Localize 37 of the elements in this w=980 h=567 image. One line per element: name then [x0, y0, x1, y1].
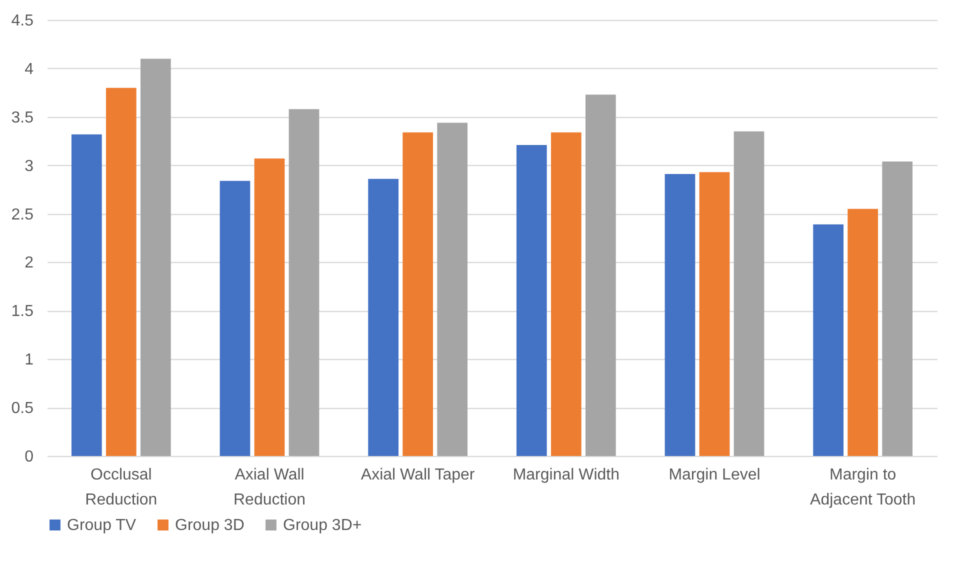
- legend-label: Group 3D+: [283, 517, 362, 534]
- bar: [699, 172, 730, 456]
- bar: [437, 122, 468, 456]
- bar: [813, 224, 844, 456]
- bar: [106, 88, 136, 456]
- x-tick-label: Marginal Width: [512, 466, 620, 484]
- bar: [368, 178, 399, 456]
- bar: [516, 144, 547, 456]
- bar: [254, 158, 285, 456]
- bar: [664, 174, 696, 456]
- bar: [734, 131, 764, 456]
- bar: [550, 132, 582, 456]
- legend-label: Group 3D: [175, 517, 244, 534]
- y-tick-label: 1: [24, 352, 34, 369]
- y-tick-label: 0: [24, 448, 34, 466]
- y-tick-label: 2: [24, 254, 34, 272]
- bar: [140, 58, 171, 456]
- y-tick-label: 4: [24, 60, 34, 78]
- bar: [220, 180, 250, 456]
- legend-label: Group TV: [67, 517, 136, 534]
- x-tick-label: Margin Level: [668, 466, 760, 484]
- bar: [402, 132, 434, 456]
- y-tick-label: 4.5: [11, 12, 34, 30]
- bar: [882, 161, 913, 456]
- bar: [71, 134, 102, 456]
- x-tick-label: Axial Wall Reduction: [233, 466, 306, 508]
- y-tick-label: 3: [24, 158, 34, 175]
- y-tick-label: 0.5: [11, 400, 34, 418]
- y-tick-label: 3.5: [11, 109, 34, 126]
- x-tick-label: Occlusal Reduction: [85, 466, 158, 508]
- y-tick-label: 2.5: [11, 206, 34, 224]
- bar: [848, 208, 878, 456]
- x-tick-label: Margin to Adjacent Tooth: [810, 466, 916, 508]
- x-tick-label: Axial Wall Taper: [360, 466, 476, 484]
- y-tick-label: 1.5: [11, 303, 34, 320]
- bar: [585, 94, 616, 456]
- bar: [288, 109, 320, 456]
